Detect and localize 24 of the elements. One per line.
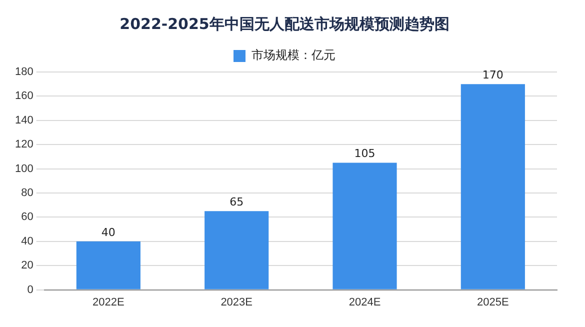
x-tick-label: 2024E [348,296,381,308]
x-tick-label: 2022E [92,296,124,308]
bar [204,211,269,290]
bar [76,241,140,290]
bar [332,162,397,290]
legend-label: 市场规模：亿元 [252,48,336,62]
y-tick-label: 180 [14,66,34,78]
y-tick-label: 80 [21,187,34,200]
y-tick-label: 100 [14,162,34,175]
data-label: 170 [482,68,504,82]
y-tick-label: 60 [21,211,34,224]
y-tick-label: 160 [14,90,34,102]
bar [460,84,525,290]
x-tick-label: 2025E [477,296,509,308]
x-tick-label: 2023E [220,296,252,308]
y-tick-label: 20 [21,260,34,272]
y-tick-label: 140 [14,114,34,126]
y-tick-label: 40 [21,235,34,248]
data-label: 40 [101,226,116,239]
y-tick-label: 120 [14,138,34,151]
data-label: 105 [354,147,376,160]
chart-title: 2022-2025年中国无人配送市场规模预测趋势图 [120,14,450,33]
y-tick-label: 0 [27,284,34,296]
data-label: 65 [230,196,244,209]
